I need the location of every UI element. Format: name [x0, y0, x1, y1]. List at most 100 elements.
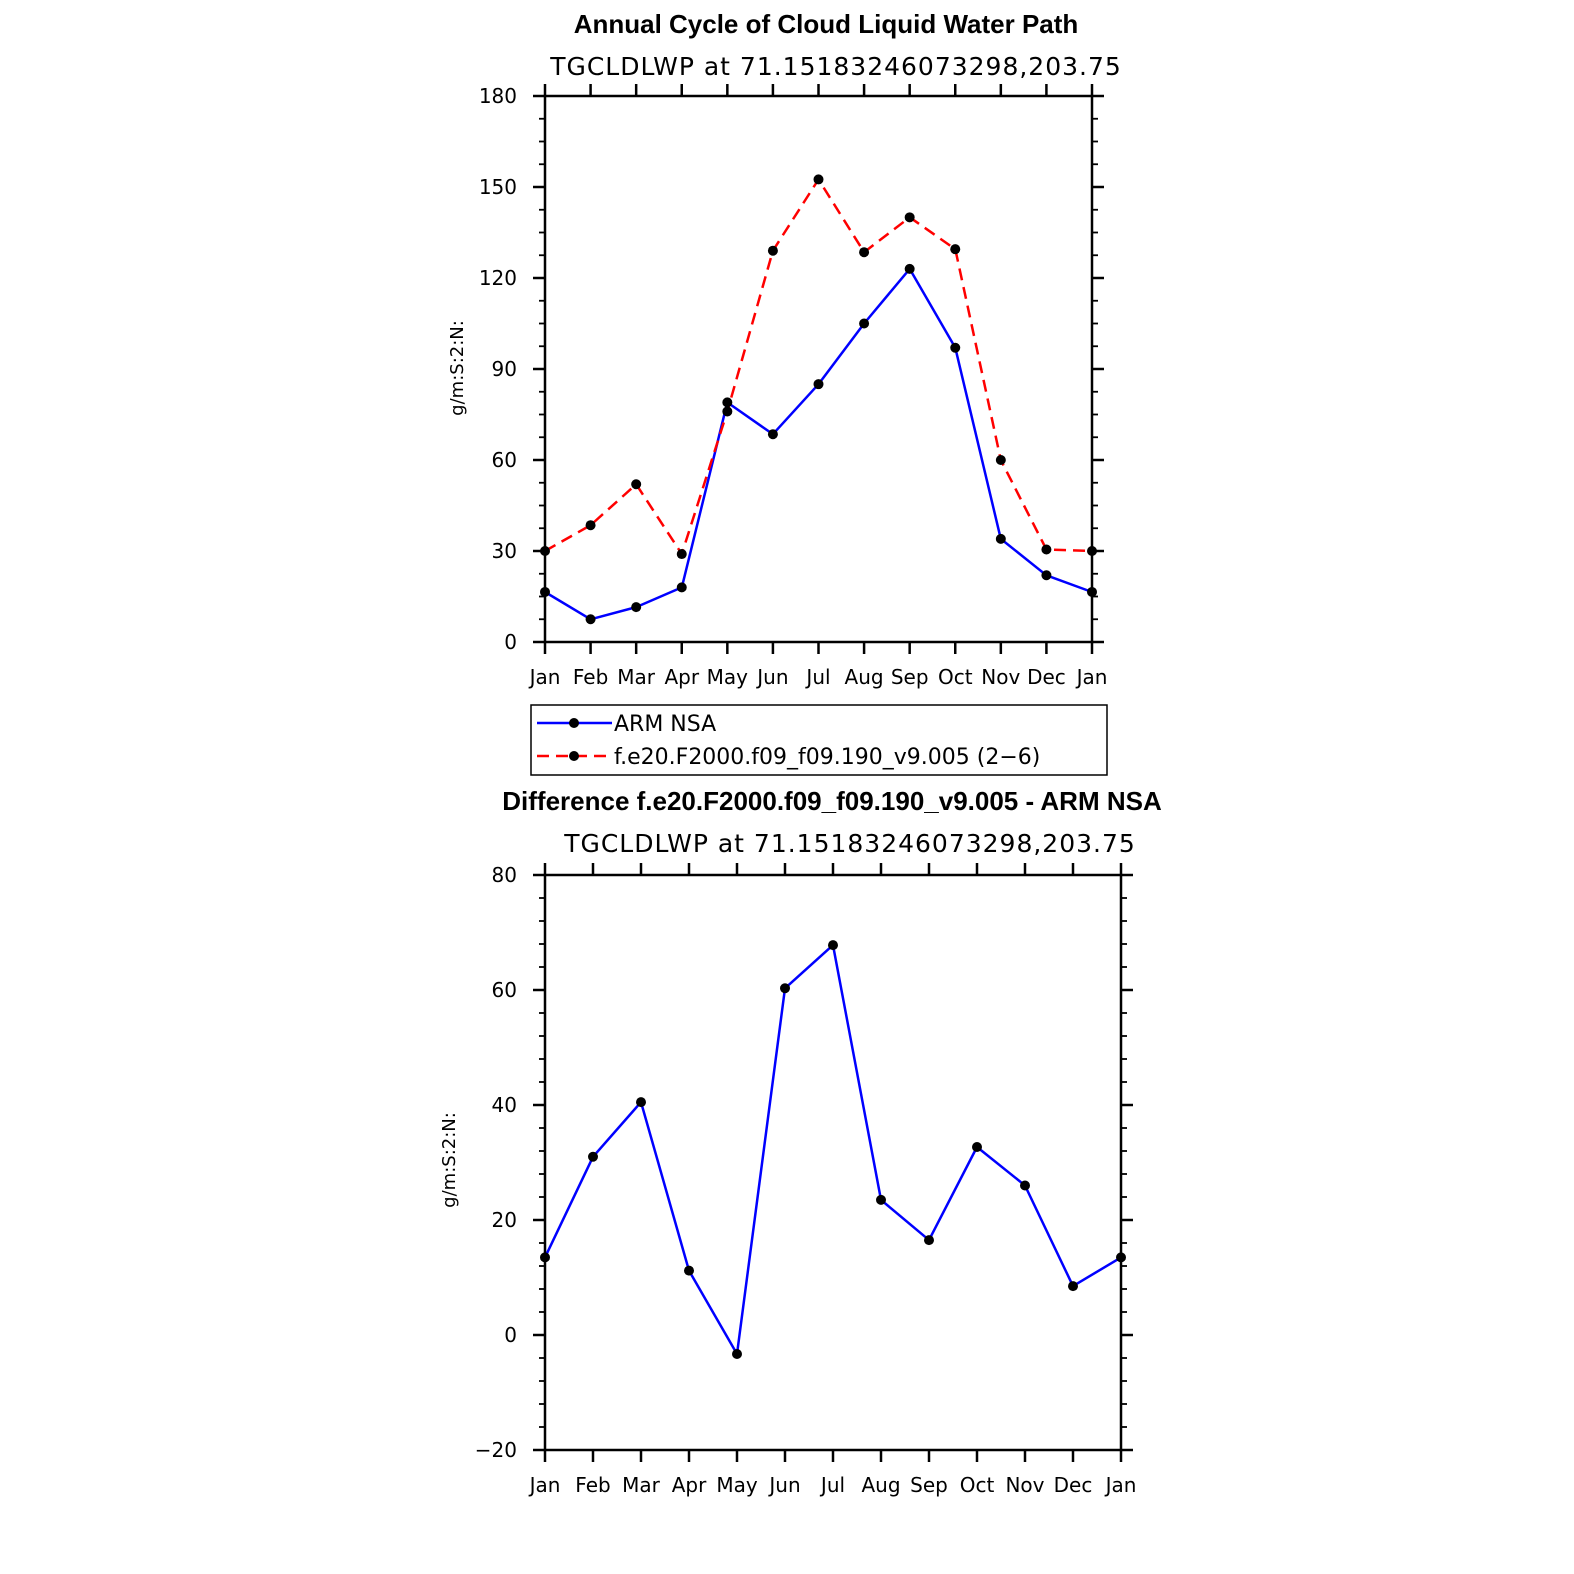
- chart1-series-1-point: [1041, 544, 1052, 555]
- chart2-xtick-label: Apr: [672, 1473, 707, 1497]
- chart2-xtick-label: Jan: [528, 1473, 561, 1497]
- chart1-xtick-label: Dec: [1027, 665, 1066, 689]
- chart1-series-0-point: [631, 602, 642, 613]
- chart1-ylabel: g/m:S:2:N:: [447, 320, 468, 416]
- chart1-ytick-label: 60: [492, 448, 517, 472]
- chart2-xtick-label: May: [716, 1473, 758, 1497]
- chart1-title: Annual Cycle of Cloud Liquid Water Path: [574, 9, 1079, 39]
- chart1-ytick-label: 150: [479, 175, 517, 199]
- chart2-title: Difference f.e20.F2000.f09_f09.190_v9.00…: [502, 786, 1162, 816]
- chart1-series-1-point: [631, 479, 642, 490]
- chart1-series-1-point: [722, 406, 733, 417]
- chart2-subtitle: TGCLDLWP at 71.15183246073298,203.75: [563, 829, 1136, 858]
- chart1-series: [540, 174, 1097, 625]
- chart2-ylabel: g/m:S:2:N:: [439, 1112, 460, 1208]
- chart2-xtick-label: Jul: [819, 1473, 845, 1497]
- chart1-xtick-label: Mar: [617, 665, 656, 689]
- chart1-series-1-point: [859, 247, 870, 258]
- chart1-series-1-point: [1087, 546, 1097, 556]
- chart2-series-0-point: [780, 983, 790, 994]
- chart1-series-1-point: [585, 520, 596, 531]
- chart1-series-1-point: [995, 455, 1006, 465]
- chart1-xtick-label: May: [707, 665, 749, 689]
- chart2-ytick-label: −20: [475, 1438, 517, 1462]
- chart1-series-0-point: [995, 533, 1006, 544]
- chart1-series-1-point: [950, 244, 961, 255]
- chart2-xtick-label: Jun: [767, 1473, 800, 1497]
- chart1-xtick-label: Feb: [573, 665, 608, 689]
- chart2-ytick-label: 0: [504, 1323, 517, 1347]
- chart1-legend: ARM NSA f.e20.F2000.f09_f09.190_v9.005 (…: [530, 704, 1108, 776]
- panel-annual-cycle: Annual Cycle of Cloud Liquid Water Path …: [447, 9, 1122, 689]
- legend-label-arm-nsa: ARM NSA: [614, 712, 716, 737]
- chart1-xtick-label: Apr: [664, 665, 699, 689]
- chart1-series-0-point: [1087, 586, 1097, 597]
- chart1-xtick-label: Sep: [891, 665, 929, 689]
- chart1-series-0-point: [859, 318, 870, 329]
- chart2-series: [540, 940, 1126, 1359]
- chart2-xtick-label: Oct: [960, 1473, 995, 1497]
- chart1-series-0-point: [1041, 570, 1052, 581]
- chart2-series-0-point: [732, 1348, 742, 1359]
- chart1-series-1-point: [540, 546, 550, 556]
- chart2-xtick-label: Jan: [1104, 1473, 1137, 1497]
- chart2-ytick-label: 40: [492, 1093, 517, 1117]
- chart1-ytick-label: 120: [479, 266, 517, 290]
- chart2-ytick-label: 80: [492, 863, 517, 887]
- chart2-series-0-point: [636, 1097, 646, 1108]
- chart1-ytick-label: 90: [492, 357, 517, 381]
- chart1-xtick-label: Jan: [1075, 665, 1108, 689]
- chart2-series-0-point: [972, 1141, 982, 1152]
- chart2-ytick-label: 20: [492, 1208, 517, 1232]
- chart1-series-0-point: [813, 379, 824, 390]
- chart1-series-1-point: [904, 212, 915, 223]
- chart1-series-0-point: [676, 582, 687, 593]
- chart2-xtick-label: Dec: [1054, 1473, 1093, 1497]
- chart2-series-0-point: [876, 1194, 886, 1205]
- chart2-series-0-point: [1068, 1281, 1078, 1292]
- legend-box: [530, 704, 1108, 776]
- legend-marker-arm-nsa: [569, 718, 579, 728]
- chart2-xtick-label: Nov: [1005, 1473, 1044, 1497]
- chart1-series-line-1: [544, 178, 1093, 556]
- chart1-series-0-point: [767, 429, 778, 440]
- chart2-series-0-point: [684, 1265, 694, 1276]
- chart1-ytick-label: 30: [492, 539, 517, 563]
- chart1-axes: Jan Feb Mar Apr May Jun Jul Aug Sep Oct Nov Dec Jan 0…: [479, 84, 1108, 689]
- legend-label-model: f.e20.F2000.f09_f09.190_v9.005 (2−6): [614, 745, 1040, 770]
- chart1-ytick-label: 0: [504, 630, 517, 654]
- chart1-series-1-point: [767, 245, 778, 256]
- chart1-series-0-point: [585, 614, 596, 625]
- chart1-xtick-label: Nov: [981, 665, 1020, 689]
- chart1-series-0-point: [950, 342, 961, 353]
- panel-difference: Difference f.e20.F2000.f09_f09.190_v9.00…: [439, 786, 1162, 1497]
- chart1-xtick-label: Jul: [804, 665, 830, 689]
- chart2-series-0-point: [828, 940, 838, 951]
- chart1-series-1-point: [813, 174, 824, 185]
- chart2-series-0-point: [924, 1235, 934, 1246]
- chart2-xtick-label: Sep: [910, 1473, 948, 1497]
- chart1-series-line-0: [544, 267, 1093, 621]
- chart2-series-0-point: [1116, 1252, 1126, 1263]
- chart2-xtick-label: Mar: [622, 1473, 661, 1497]
- chart2-frame: [543, 873, 1123, 1452]
- chart2-axes: Jan Feb Mar Apr May Jun Jul Aug Sep Oct Nov Dec Jan−…: [475, 863, 1137, 1497]
- chart1-series-1-point: [676, 549, 687, 560]
- chart1-xtick-label: Jun: [755, 665, 788, 689]
- chart1-xtick-label: Oct: [938, 665, 973, 689]
- chart2-series-line-0: [543, 943, 1122, 1356]
- chart1-series-0-point: [722, 397, 733, 408]
- chart2-xtick-label: Aug: [861, 1473, 900, 1497]
- legend-marker-model: [569, 751, 579, 761]
- chart1-series-0-point: [540, 586, 550, 597]
- chart1-series-0-point: [904, 263, 915, 274]
- chart2-series-0-point: [1020, 1180, 1030, 1191]
- chart2-series-0-point: [588, 1151, 598, 1162]
- chart1-ytick-label: 180: [479, 84, 517, 108]
- chart1-subtitle: TGCLDLWP at 71.15183246073298,203.75: [549, 52, 1122, 81]
- chart2-xtick-label: Feb: [575, 1473, 610, 1497]
- chart1-xtick-label: Aug: [845, 665, 884, 689]
- chart1-xtick-label: Jan: [528, 665, 561, 689]
- chart2-series-0-point: [540, 1252, 550, 1263]
